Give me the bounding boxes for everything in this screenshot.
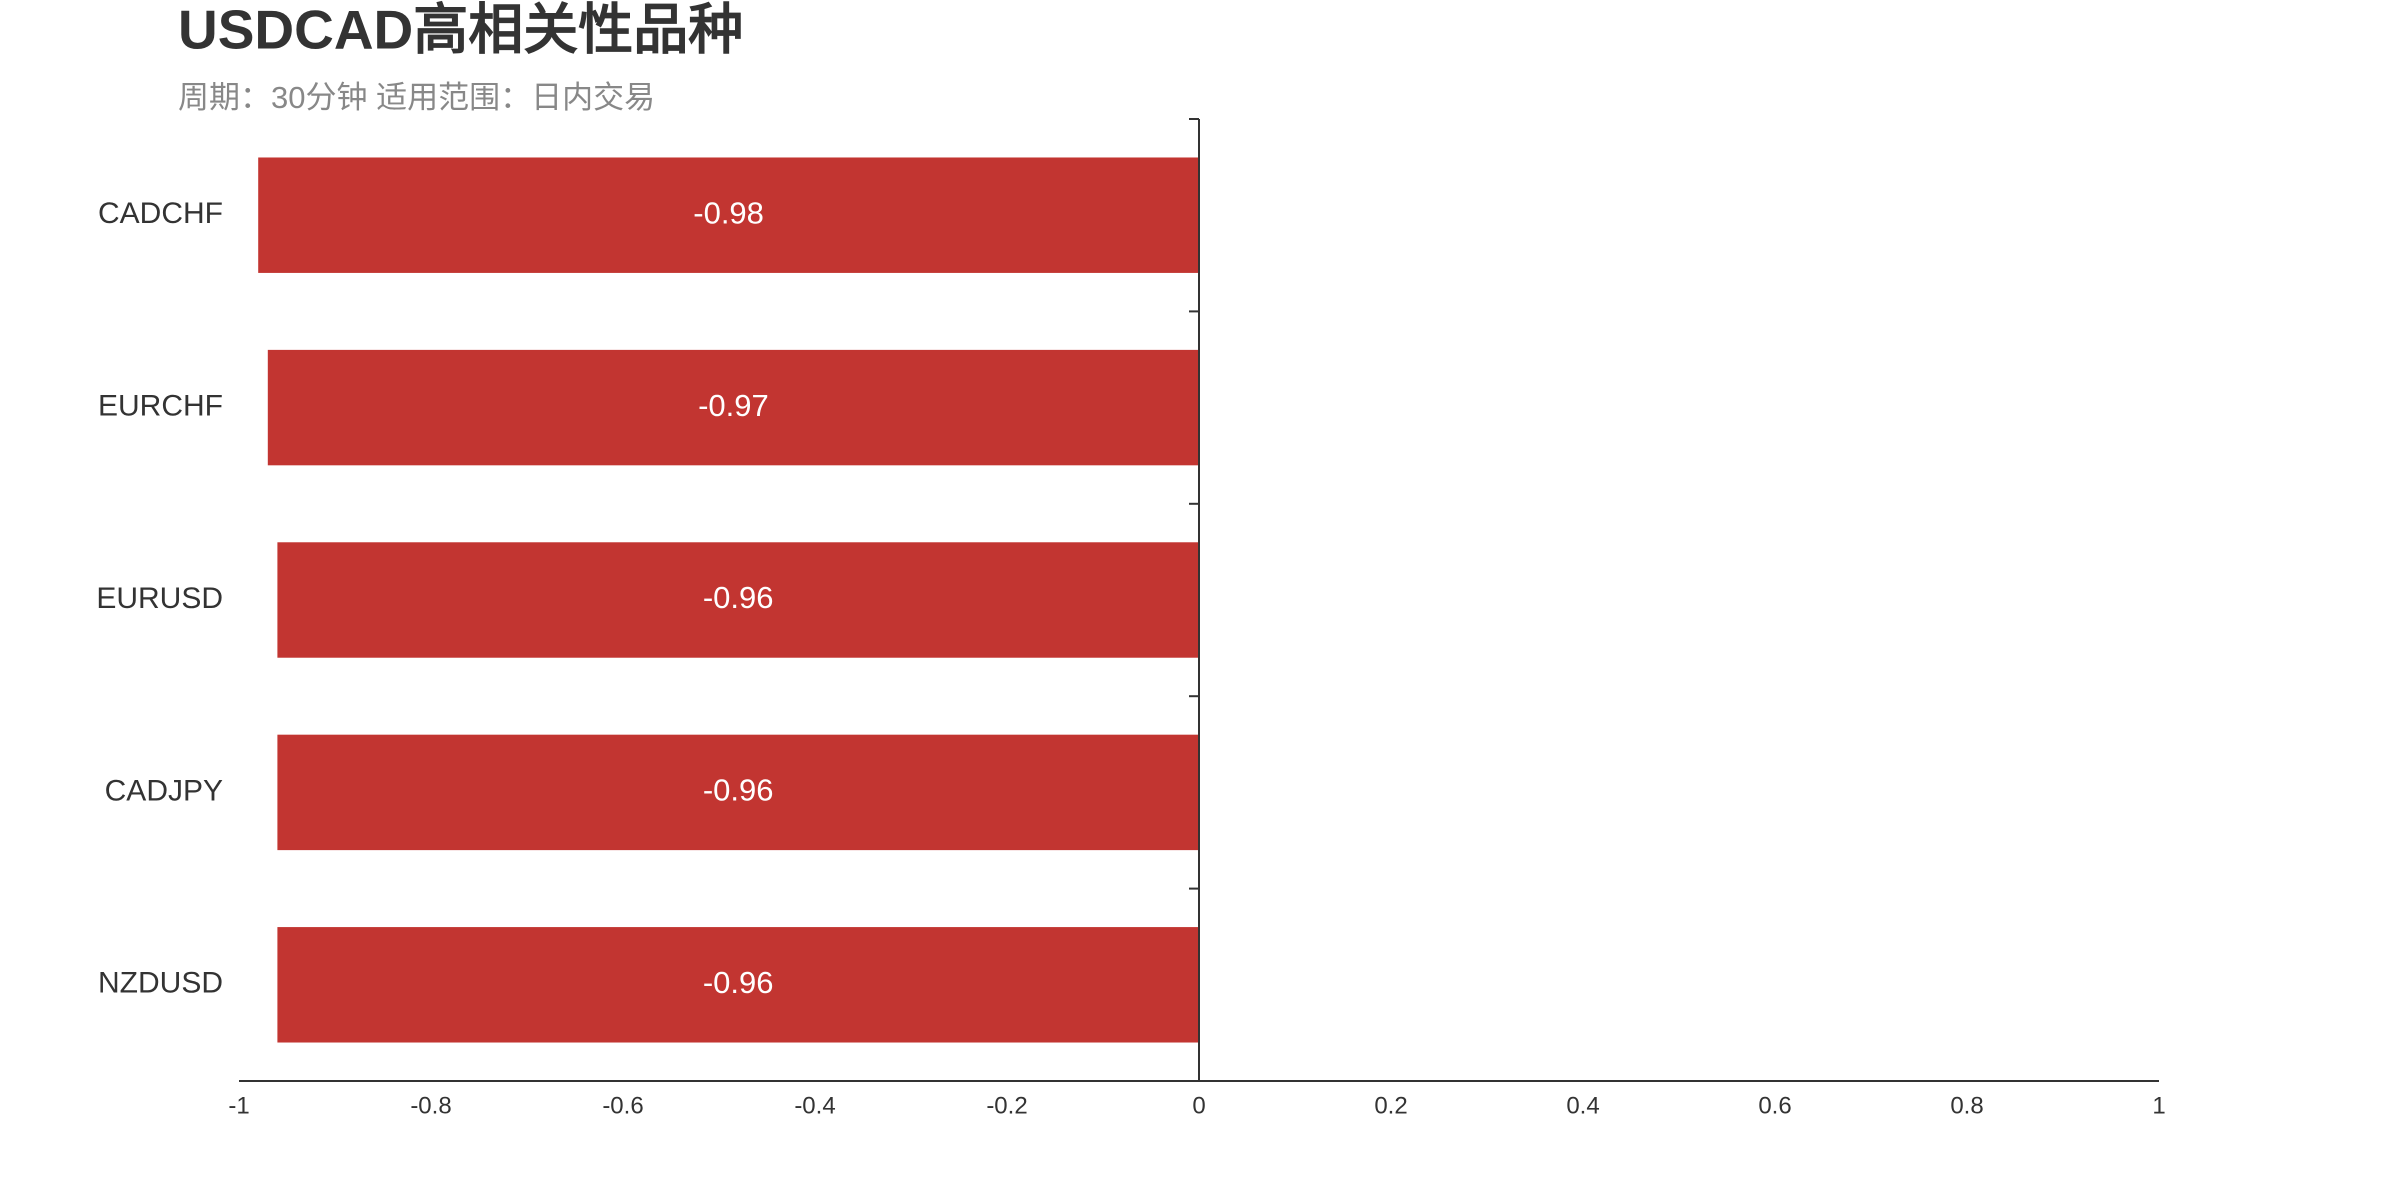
value-label: -0.97: [698, 388, 769, 423]
value-label: -0.98: [693, 195, 764, 230]
value-label: -0.96: [703, 773, 774, 808]
x-tick-label: 0: [1192, 1092, 1205, 1119]
y-tick-label: NZDUSD: [98, 967, 223, 1000]
x-tick-label: -0.2: [986, 1092, 1027, 1119]
y-tick-label: CADJPY: [105, 774, 223, 807]
y-tick-label: CADCHF: [98, 197, 223, 230]
x-tick-label: 0.2: [1374, 1092, 1407, 1119]
x-tick-label: 0.4: [1566, 1092, 1599, 1119]
bar: [277, 734, 1199, 851]
x-tick-label: 0.8: [1950, 1092, 1983, 1119]
bar: [258, 157, 1199, 273]
value-label: -0.96: [703, 580, 774, 615]
x-tick-label: -0.6: [602, 1092, 643, 1119]
bar: [277, 542, 1199, 658]
x-tick-label: 0.6: [1758, 1092, 1791, 1119]
y-tick-label: EURCHF: [98, 390, 223, 423]
x-tick-label: -0.4: [794, 1092, 835, 1119]
bar: [277, 927, 1199, 1043]
y-tick-label: EURUSD: [96, 582, 223, 615]
x-tick-label: 1: [2152, 1092, 2165, 1119]
x-tick-label: -1: [228, 1092, 249, 1119]
chart-title: USDCAD高相关性品种: [178, 0, 743, 61]
chart-subtitle: 周期：30分钟 适用范围：日内交易: [178, 80, 655, 115]
x-tick-label: -0.8: [410, 1092, 451, 1119]
bar: [267, 349, 1199, 466]
value-label: -0.96: [703, 965, 774, 1000]
